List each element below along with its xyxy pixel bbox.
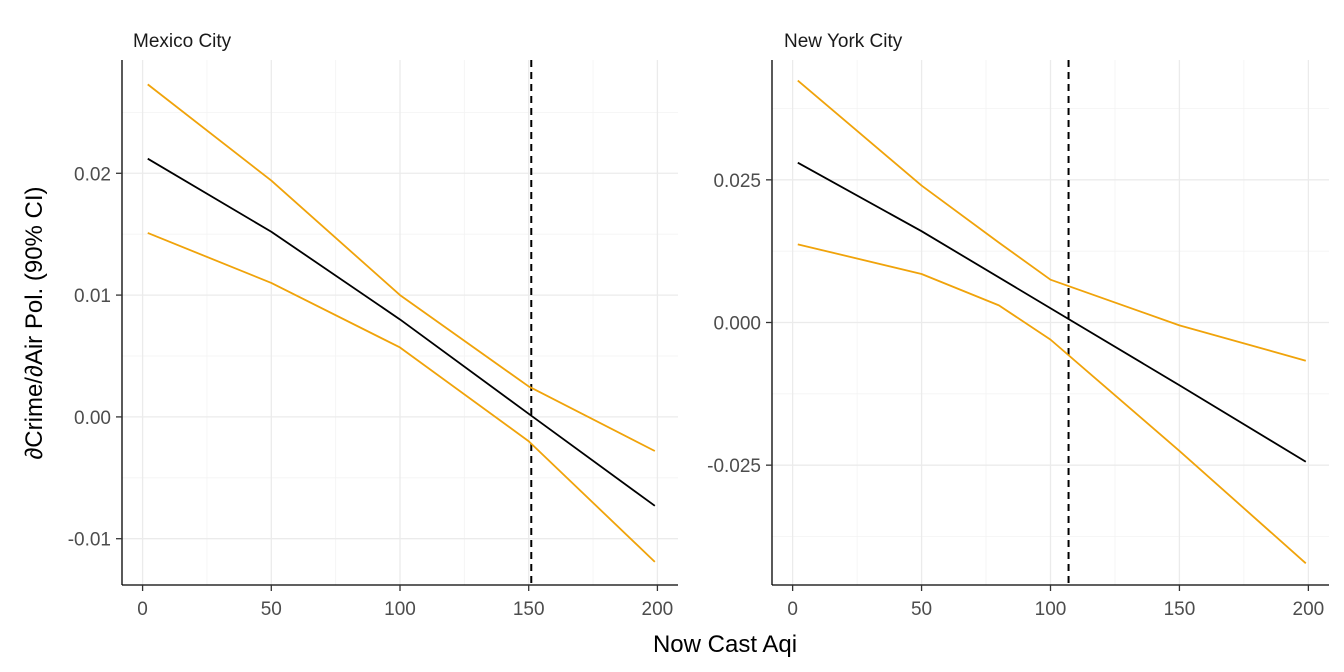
x-tick-label: 150 <box>1164 599 1196 620</box>
y-tick-label: 0.02 <box>74 164 111 185</box>
panel-axes: 0 50 100 150 200 -0.01 0.00 0.01 0.02 <box>68 60 678 620</box>
panel-new-york-city: 0 50 100 150 200 -0.025 0.000 0.025 New York Ci… <box>707 31 1329 620</box>
panel-grid <box>122 60 678 585</box>
y-tick-label: 0.01 <box>74 286 111 307</box>
y-tick-label: 0.025 <box>713 171 761 192</box>
x-tick-label: 200 <box>642 599 674 620</box>
y-tick-label: -0.01 <box>68 530 111 551</box>
series-line-ci-upper <box>797 79 1307 362</box>
panel-title: New York City <box>784 31 903 52</box>
y-tick-label: 0.00 <box>74 408 111 429</box>
series-line-estimate <box>147 157 656 507</box>
y-axis-title: ∂Crime/∂Air Pol. (90% CI) <box>21 186 48 459</box>
y-tick-label: 0.000 <box>713 314 761 335</box>
panel-lines <box>797 79 1307 564</box>
x-tick-label: 200 <box>1293 599 1325 620</box>
panel-grid <box>772 60 1329 585</box>
series-line-ci-lower <box>797 243 1307 564</box>
panel-mexico-city: 0 50 100 150 200 -0.01 0.00 0.01 0.02 Mexico Cit… <box>68 31 678 620</box>
x-tick-label: 50 <box>261 599 282 620</box>
panel-lines <box>147 83 656 563</box>
series-line-ci-upper <box>147 83 656 452</box>
series-line-estimate <box>797 161 1307 463</box>
series-line-ci-lower <box>147 232 656 563</box>
panel-axes: 0 50 100 150 200 -0.025 0.000 0.025 <box>707 60 1329 620</box>
x-tick-label: 0 <box>787 599 798 620</box>
y-tick-label: -0.025 <box>707 456 761 477</box>
x-tick-label: 50 <box>911 599 932 620</box>
x-tick-label: 150 <box>513 599 545 620</box>
x-tick-label: 100 <box>384 599 416 620</box>
x-axis-title: Now Cast Aqi <box>653 631 797 658</box>
x-tick-label: 100 <box>1035 599 1067 620</box>
panel-title: Mexico City <box>133 31 232 52</box>
x-tick-label: 0 <box>137 599 148 620</box>
